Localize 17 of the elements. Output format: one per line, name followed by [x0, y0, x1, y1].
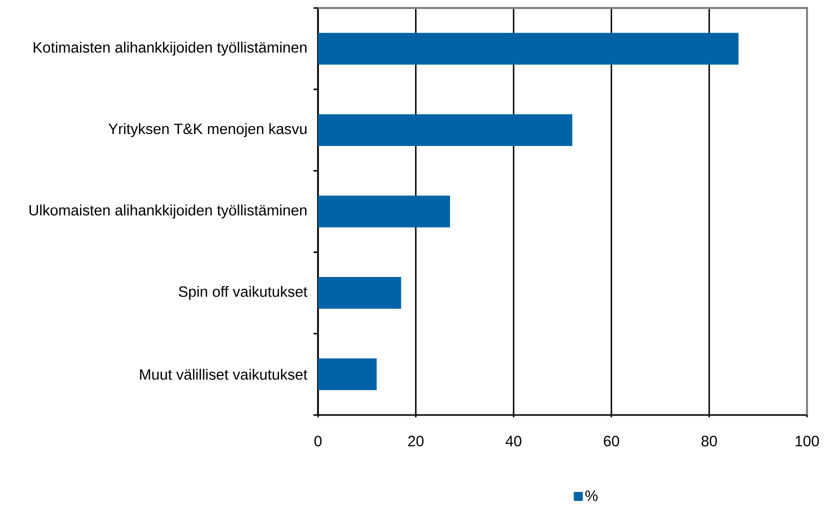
- x-tick-label: 100: [796, 436, 819, 446]
- bar: [318, 32, 739, 65]
- x-tick-label: 20: [408, 436, 424, 446]
- y-tick-label: Kotimaisten alihankkijoiden työllistäminen: [34, 42, 306, 56]
- y-tick-label: Muut välilliset vaikutukset: [140, 368, 308, 380]
- bar: [318, 196, 450, 228]
- bar: [318, 114, 572, 146]
- y-tick-label: Yrityksen T&K menojen kasvu: [108, 123, 306, 138]
- x-tick-label: 60: [604, 436, 620, 446]
- bar: [318, 277, 402, 309]
- y-tick-label: Spin off vaikutukset: [178, 286, 308, 300]
- y-tick-label: Ulkomaisten alihankkijoiden työllistäminen: [30, 204, 306, 218]
- x-tick-label: 0: [314, 436, 322, 446]
- legend-label: %: [585, 490, 598, 501]
- x-tick-label: 80: [702, 436, 717, 446]
- bar: [318, 358, 377, 390]
- x-tick-label: 40: [506, 436, 522, 446]
